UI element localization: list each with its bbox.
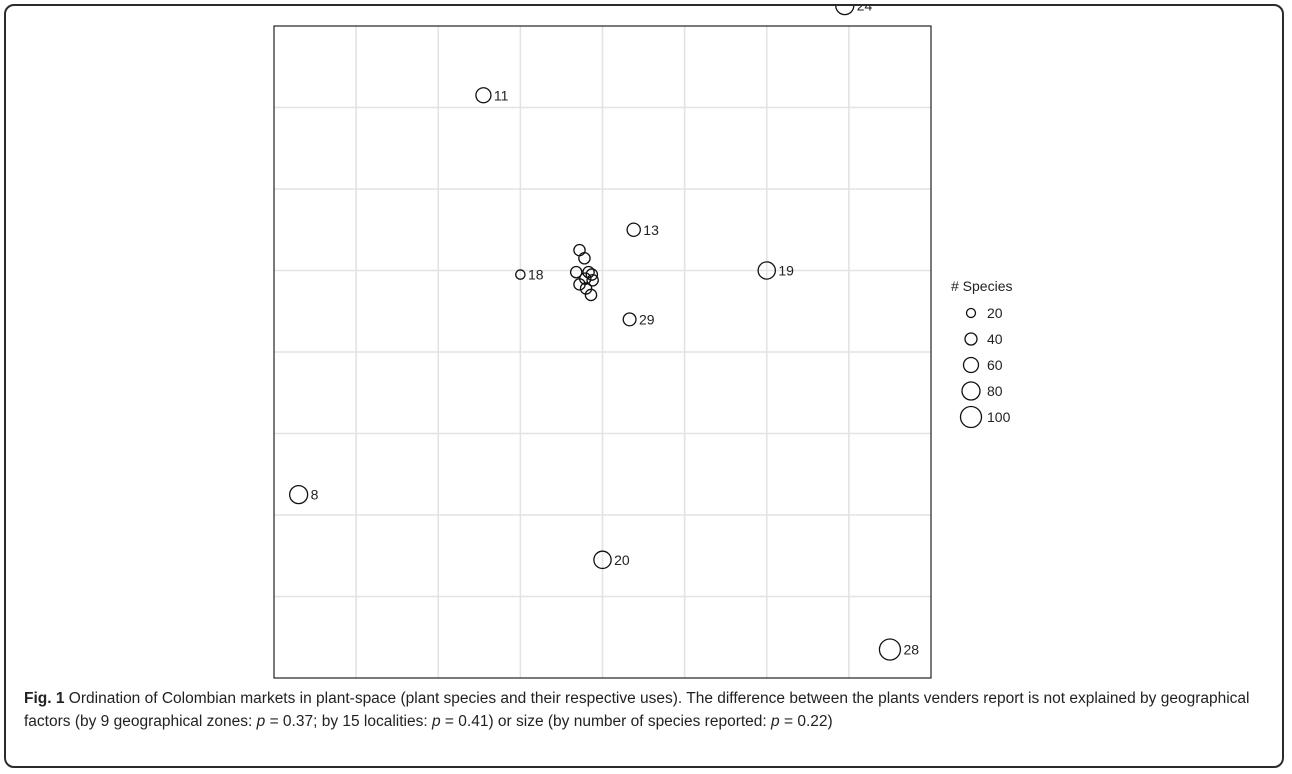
legend-symbol xyxy=(965,307,977,319)
legend-symbol xyxy=(962,356,980,374)
data-point-label: 20 xyxy=(614,552,630,568)
data-point-label: 28 xyxy=(903,641,919,657)
data-points: 2524111318192982028 xyxy=(288,6,919,661)
data-point xyxy=(626,222,641,237)
data-point xyxy=(585,268,599,281)
figure-frame: 2524111318192982028 # Species 2040608010… xyxy=(4,4,1284,768)
legend-label: 40 xyxy=(987,331,1003,347)
legend-label: 100 xyxy=(987,409,1011,425)
data-point xyxy=(288,484,309,505)
caption-p-symbol: p xyxy=(432,713,441,730)
legend: # Species 20 40 60 80 100 xyxy=(951,278,1012,429)
plot-border xyxy=(273,25,932,679)
data-point xyxy=(573,278,586,291)
data-point xyxy=(586,274,599,287)
caption-label: Fig. 1 xyxy=(24,690,65,707)
legend-label: 80 xyxy=(987,383,1003,399)
legend-entries: 20 40 60 80 100 xyxy=(959,305,1011,429)
data-point xyxy=(878,638,902,661)
data-point-label: 11 xyxy=(494,87,509,103)
data-point xyxy=(835,6,855,16)
data-point xyxy=(515,269,526,280)
legend-title: # Species xyxy=(951,278,1012,294)
caption-text-2: = 0.37; by 15 localities: xyxy=(265,713,432,730)
plot-grid xyxy=(274,26,931,678)
data-point xyxy=(475,87,492,104)
caption-text-3: = 0.41) or size (by number of species re… xyxy=(440,713,772,730)
legend-symbol xyxy=(964,332,978,346)
legend-label: 20 xyxy=(987,305,1003,321)
caption-p-symbol: p xyxy=(256,713,266,730)
caption-text-1: Ordination of Colombian markets in plant… xyxy=(24,690,1250,730)
data-point xyxy=(578,251,591,265)
data-point-label: 29 xyxy=(639,311,655,327)
data-point-label: 8 xyxy=(311,487,319,503)
ordination-chart: 2524111318192982028 # Species 2040608010… xyxy=(273,6,1012,679)
data-point xyxy=(573,243,586,257)
legend-symbol xyxy=(961,381,981,401)
data-point xyxy=(622,312,637,327)
caption-text-4: = 0.22) xyxy=(779,713,833,730)
data-point xyxy=(569,265,583,279)
data-point xyxy=(582,265,595,279)
data-point xyxy=(593,550,612,570)
data-point-label: 18 xyxy=(528,267,544,283)
data-point xyxy=(757,261,777,280)
figure-caption: Fig. 1 Ordination of Colombian markets i… xyxy=(24,687,1274,733)
data-point-label: 19 xyxy=(778,263,794,279)
legend-symbol xyxy=(959,405,983,429)
data-point xyxy=(584,288,598,302)
legend-label: 60 xyxy=(987,357,1003,373)
data-point-label: 13 xyxy=(643,222,659,238)
caption-p-symbol: p xyxy=(771,713,780,730)
data-point-label: 24 xyxy=(857,6,873,14)
